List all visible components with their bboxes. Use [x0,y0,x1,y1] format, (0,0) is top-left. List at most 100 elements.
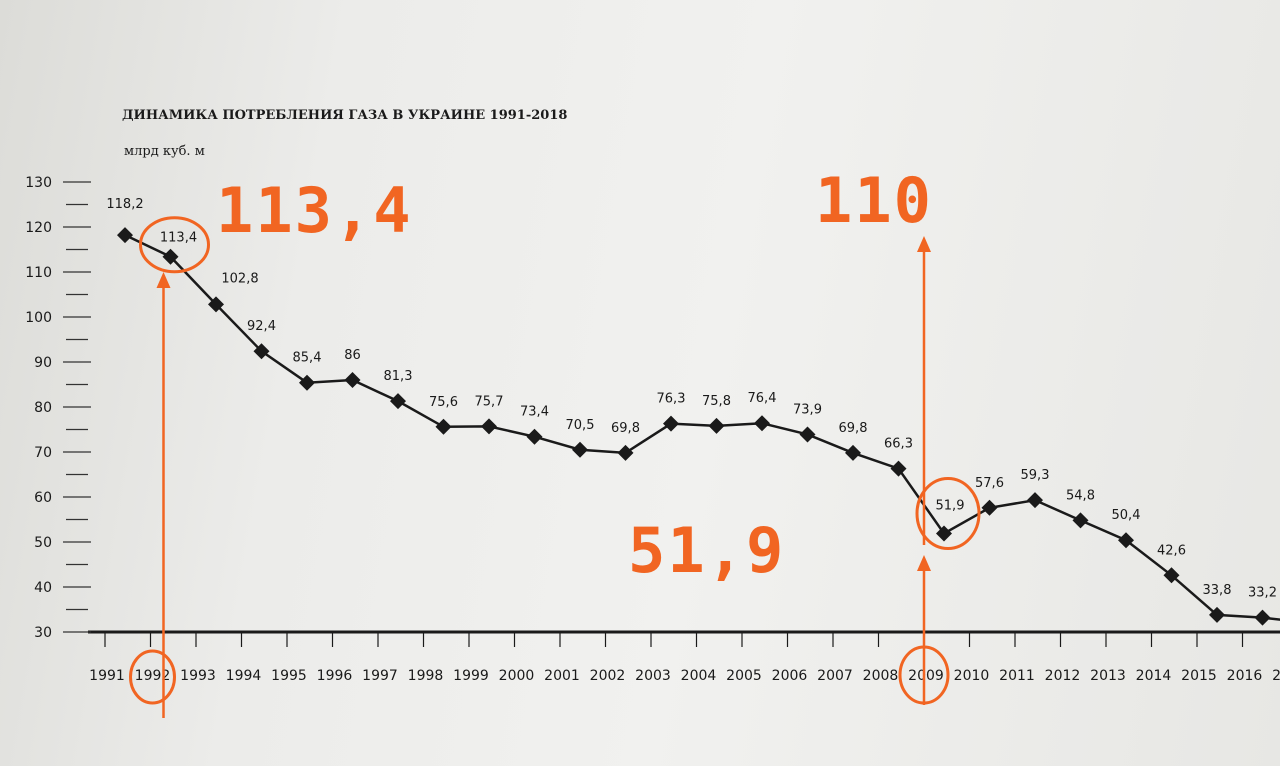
data-point-marker [390,393,406,410]
x-tick-label: 2014 [1136,668,1172,684]
x-tick-label: 1994 [226,668,262,684]
x-tick-label: 2004 [681,668,717,684]
data-point-marker [208,296,224,313]
data-point-marker [981,499,998,516]
data-point-marker [617,444,634,461]
chart-title: ДИНАМИКА ПОТРЕБЛЕНИЯ ГАЗА В УКРАИНЕ 1991… [122,108,567,123]
data-label: 76,4 [748,391,777,406]
y-tick-label: 40 [34,580,52,596]
data-point-marker [344,372,361,388]
x-tick-label: 2009 [908,668,944,684]
arrow-2009-lower [917,555,931,705]
circle-1992-year [129,649,176,705]
series-line [124,233,1280,621]
data-point-marker [572,441,588,458]
x-tick-label: 1993 [180,668,216,684]
data-point-marker [435,418,452,435]
x-tick-label: 2013 [1090,668,1126,684]
x-tick-label: 2000 [499,668,535,684]
x-tick-label: 2006 [772,668,808,684]
x-tick-label: 1992 [135,668,171,684]
y-axis-unit-label: млрд куб. м [124,144,205,159]
data-point-marker [1072,512,1089,529]
x-tick-label: 1999 [453,668,489,684]
arrow-1992 [156,272,171,718]
y-tick-label: 30 [34,625,52,641]
x-tick-label: 2008 [863,668,899,684]
data-point-marker [1254,609,1271,626]
data-point-marker [117,227,133,244]
data-point-marker [708,417,725,434]
x-tick-label: 2017 [1272,668,1280,684]
data-label: 86 [344,348,361,363]
arrow-2009-up [917,236,931,545]
data-label: 59,3 [1021,468,1050,483]
data-point-marker [526,428,543,445]
data-point-marker [799,426,816,443]
data-label: 69,8 [839,421,868,436]
data-point-marker [1163,567,1180,584]
x-tick-label: 1997 [362,668,398,684]
data-label: 73,9 [793,402,822,417]
x-tick-label: 2002 [590,668,626,684]
circle-2009-value [915,476,981,550]
data-point-marker [299,374,315,391]
y-tick-label: 130 [25,175,52,191]
y-tick-label: 90 [34,355,52,371]
data-label: 33,2 [1248,586,1277,601]
y-tick-label: 60 [34,490,52,506]
data-label: 81,3 [384,369,413,384]
data-label: 85,4 [293,351,322,366]
data-label: 66,3 [884,437,913,452]
x-tick-label: 2016 [1227,668,1263,684]
axis-layer: 30 40 50 60 70 80 90 100 110 120 130 1991 1992 1993 19… [25,175,1280,684]
data-point-marker [845,444,861,461]
annotation-2009-value: 51,9 [628,514,785,587]
data-label: 33,8 [1203,583,1232,598]
annotation-2009-target: 110 [815,164,933,237]
x-tick-label: 2015 [1181,668,1217,684]
x-tick-label: 2012 [1045,668,1081,684]
annotation-layer: 113,4 110 51,9 [129,164,981,718]
data-label: 42,6 [1157,543,1186,558]
arrow-1992-head [156,272,171,288]
data-label: 73,4 [520,405,549,420]
arrow-2009-up-head [917,236,931,252]
x-tick-label: 2010 [954,668,990,684]
data-point-marker [162,248,179,265]
circle-1992-value [139,216,210,274]
x-tick-label: 2011 [999,668,1035,684]
data-point-marker [1209,606,1225,623]
y-tick-label: 80 [34,400,52,416]
y-tick-label: 110 [25,265,52,281]
data-label: 75,7 [475,394,504,409]
x-tick-label: 1998 [408,668,444,684]
data-label: 75,6 [429,395,458,410]
data-point-marker [1118,532,1134,549]
y-tick-label: 50 [34,535,52,551]
data-point-marker [890,460,907,477]
data-point-marker [1027,492,1043,509]
x-tick-label: 2001 [544,668,580,684]
data-label: 113,4 [160,231,197,246]
arrow-2009-lower-head [917,555,931,571]
data-label: 102,8 [221,271,258,286]
y-tick-label: 100 [25,310,52,326]
x-tick-label: 2005 [726,668,762,684]
y-tick-label: 70 [34,445,52,461]
data-label: 51,9 [936,498,965,513]
data-point-marker [754,415,770,432]
data-label: 50,4 [1112,508,1141,523]
x-tick-label: 2007 [817,668,853,684]
annotation-1992-value: 113,4 [216,174,413,247]
data-label: 57,6 [975,476,1004,491]
data-label: 92,4 [247,319,276,334]
data-point-marker [936,525,952,542]
data-label: 69,8 [611,421,640,436]
data-label: 70,5 [566,418,595,433]
x-tick-label: 1995 [271,668,307,684]
data-label: 118,2 [106,197,143,212]
series-layer: 118,2 113,4 102,8 92,4 85,4 86 81,3 75,6 75,7 73,… [106,197,1280,626]
